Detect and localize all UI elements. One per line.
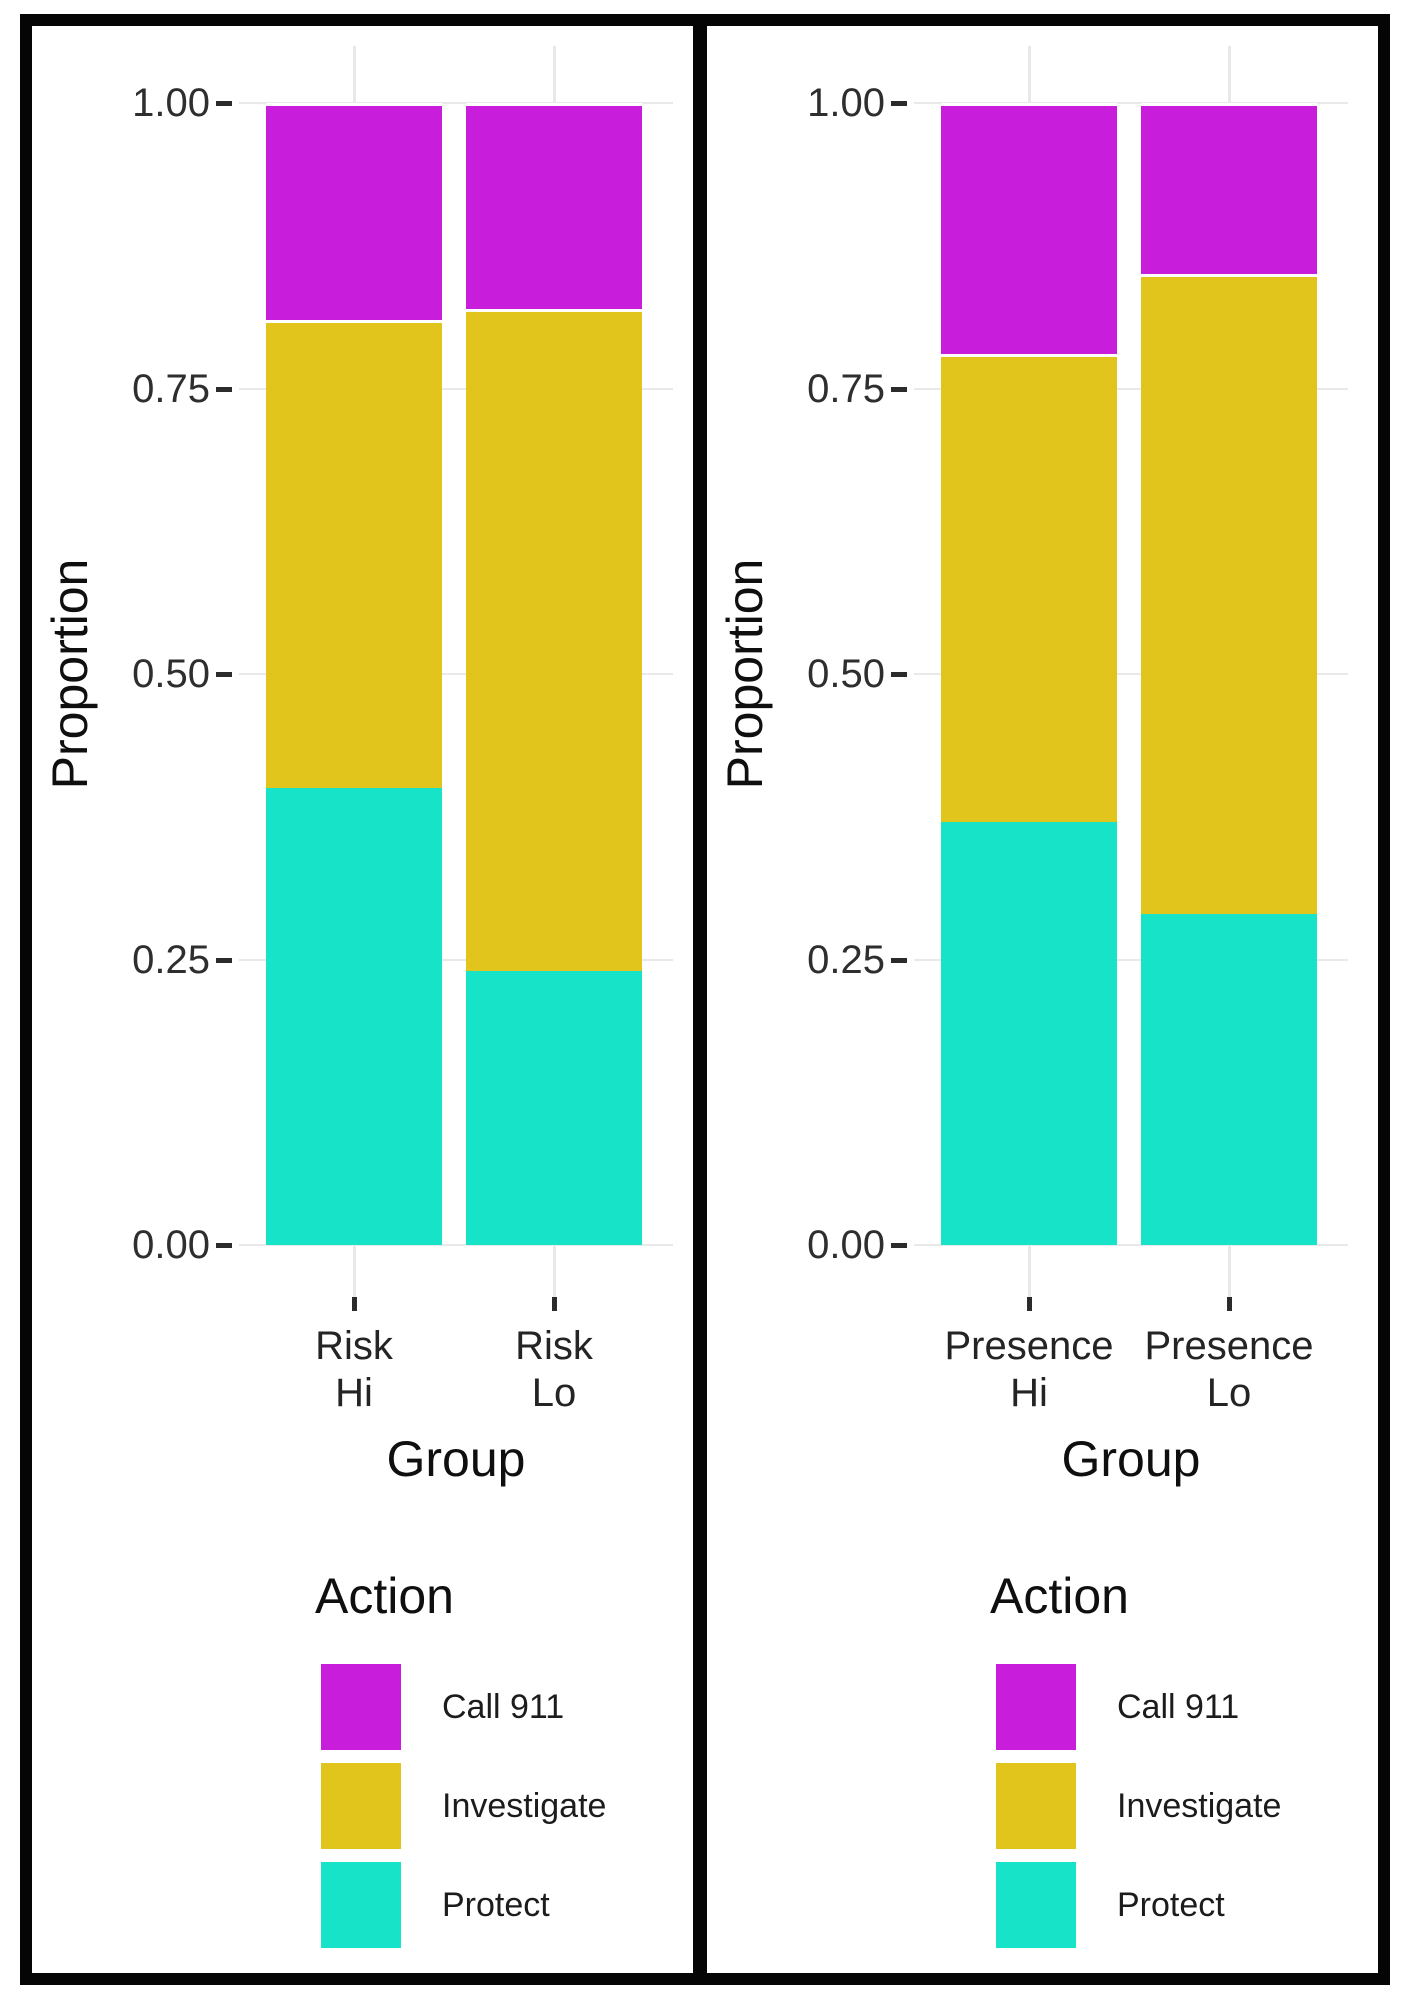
x-tick-mark [1027,1297,1032,1311]
legend-swatch-call-911 [321,1664,401,1750]
bar-segment-presence-hi-investigate [941,354,1117,823]
x-tick-label-line: Hi [335,1371,373,1415]
bar-segment-presence-hi-call-911 [941,103,1117,355]
y-tick-mark [891,957,907,963]
y-tick-mark [891,1243,907,1248]
legend-swatch-call-911 [996,1664,1076,1750]
legend-swatch-protect [996,1862,1076,1948]
x-tick-label-risk-lo: Risk Lo [424,1323,684,1417]
x-tick-label-presence-lo: Presence Lo [1099,1323,1359,1417]
bar-segment-risk-hi-call-911 [266,103,442,320]
y-tick-mark [216,386,232,392]
gridline-horizontal [239,102,673,104]
gridline-horizontal [914,1244,1348,1246]
y-tick-label: 0.75 [132,366,210,411]
y-tick-label: 0.50 [807,652,885,696]
legend-item-call-911: Call 911 [996,1664,1281,1750]
legend-item-protect: Protect [321,1862,606,1948]
legend: Call 911 Investigate Protect [996,1664,1281,1961]
chart-panel-presence: Proportion Group Action Call 911 Investig… [707,26,1378,1973]
x-tick-label-line: Presence [944,1324,1114,1368]
gridline-horizontal [239,958,673,961]
figure-frame: Proportion Group Action Call 911 Investig… [20,14,1390,1985]
bar-segment-presence-hi-protect [941,822,1117,1245]
gridline-horizontal [239,1244,673,1246]
legend-title: Action [990,1568,1129,1624]
x-tick-mark [552,1297,557,1311]
y-tick-label: 0.00 [807,1223,885,1267]
x-tick-label-line: Hi [1010,1371,1048,1415]
x-tick-label-line: Risk [515,1324,593,1368]
y-tick-label: 0.00 [132,1223,210,1267]
legend-swatch-investigate [996,1763,1076,1849]
legend-label: Call 911 [442,1687,565,1726]
y-tick-label: 0.75 [807,366,885,411]
plot-area [914,46,1348,1297]
y-tick-mark [891,101,907,106]
bar-segment-presence-lo-call-911 [1141,103,1317,275]
panel-divider [693,26,707,1973]
y-tick-label: 1.00 [132,81,210,125]
x-tick-mark [352,1297,357,1311]
legend-label: Protect [1117,1885,1225,1924]
x-tick-mark [1227,1297,1232,1311]
gridline-horizontal [914,673,1348,675]
legend-label: Protect [442,1885,550,1924]
x-tick-label-line: Lo [1206,1371,1252,1415]
legend-item-investigate: Investigate [996,1763,1281,1849]
bar-segment-risk-lo-investigate [466,308,642,971]
legend-swatch-investigate [321,1763,401,1849]
legend-label: Investigate [442,1786,607,1825]
y-tick-mark [216,672,232,677]
gridline-horizontal [239,673,673,675]
bar-segment-presence-lo-protect [1141,913,1317,1245]
y-tick-label: 1.00 [807,81,885,125]
legend-label: Investigate [1117,1786,1282,1825]
x-tick-label-line: Risk [315,1324,393,1368]
x-tick-label-risk-hi: Risk Hi [224,1323,484,1417]
y-tick-mark [891,672,907,677]
y-tick-mark [891,386,907,392]
bar-segment-risk-hi-protect [266,788,442,1245]
gridline-horizontal [914,102,1348,104]
gridline-horizontal [914,958,1348,961]
legend-title: Action [315,1568,454,1624]
x-tick-label-presence-hi: Presence Hi [899,1323,1159,1417]
x-axis-title: Group [1061,1431,1201,1487]
gridline-horizontal [914,387,1348,390]
bar-segment-risk-lo-protect [466,970,642,1245]
plot-area [239,46,673,1297]
y-tick-label: 0.50 [132,652,210,696]
x-tick-label-line: Presence [1144,1324,1314,1368]
y-tick-mark [216,957,232,963]
y-tick-label: 0.25 [807,937,885,982]
legend: Call 911 Investigate Protect [321,1664,606,1961]
legend-item-call-911: Call 911 [321,1664,606,1750]
x-axis-title: Group [386,1431,526,1487]
y-tick-label: 0.25 [132,937,210,982]
chart-panel-risk: Proportion Group Action Call 911 Investig… [32,26,693,1973]
y-tick-mark [216,1243,232,1248]
gridline-horizontal [239,387,673,390]
legend-item-protect: Protect [996,1862,1281,1948]
x-tick-label-line: Lo [531,1371,577,1415]
legend-item-investigate: Investigate [321,1763,606,1849]
bar-segment-risk-hi-investigate [266,319,442,789]
y-tick-mark [216,101,232,106]
legend-label: Call 911 [1117,1687,1240,1726]
bar-segment-presence-lo-investigate [1141,274,1317,914]
legend-swatch-protect [321,1862,401,1948]
bar-segment-risk-lo-call-911 [466,103,642,309]
